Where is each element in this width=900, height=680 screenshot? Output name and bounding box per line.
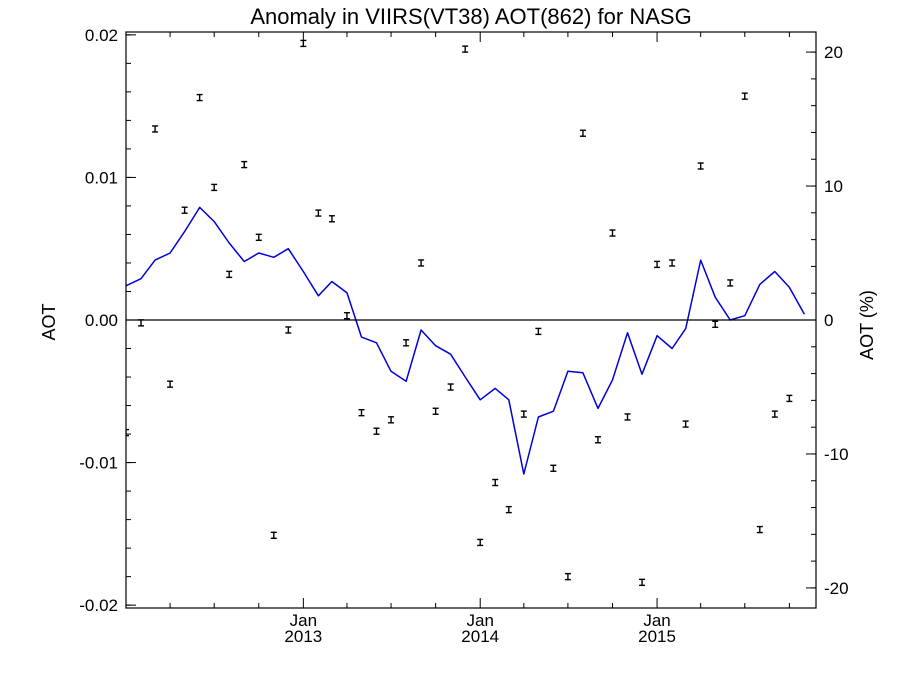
errorbar-point: [138, 320, 144, 326]
errorbar-point: [241, 162, 247, 168]
errorbar-point: [669, 260, 675, 266]
y-tick-label-right: 10: [824, 177, 843, 196]
y-axis-label-left: AOT: [39, 303, 59, 340]
errorbar-point: [256, 234, 262, 240]
errorbar-point: [374, 428, 380, 434]
errorbar-point: [152, 126, 158, 132]
errorbar-point: [550, 465, 556, 471]
errorbar-point: [772, 411, 778, 417]
errorbar-point: [712, 321, 718, 327]
errorbar-point: [654, 261, 660, 267]
errorbar-point: [344, 313, 350, 319]
errorbar-point: [595, 437, 601, 443]
errorbar-point: [226, 271, 232, 277]
errorbar-point: [418, 260, 424, 266]
errorbar-point: [433, 408, 439, 414]
errorbar-point: [535, 328, 541, 334]
series-group: [123, 40, 804, 585]
errorbar-point: [521, 411, 527, 417]
errorbar-point: [742, 93, 748, 99]
x-tick-label-year: 2015: [638, 627, 676, 646]
y-tick-label-left: -0.02: [79, 596, 118, 615]
errorbar-point: [329, 216, 335, 222]
errorbar-point: [727, 280, 733, 286]
errorbar-point: [698, 163, 704, 169]
errorbar-point: [786, 395, 792, 401]
errorbar-point: [167, 381, 173, 387]
errorbar-point: [639, 579, 645, 585]
errorbar-point: [492, 480, 498, 486]
errorbar-point: [462, 46, 468, 52]
errorbar-point: [403, 340, 409, 346]
errorbar-point: [271, 532, 277, 538]
chart-title: Anomaly in VIIRS(VT38) AOT(862) for NASG: [250, 4, 691, 29]
y-tick-label-left: -0.01: [79, 454, 118, 473]
errorbar-point: [182, 207, 188, 213]
y-tick-label-right: 20: [824, 43, 843, 62]
plot-area: [123, 40, 804, 585]
y-axis-label-right: AOT (%): [857, 290, 877, 360]
y-tick-label-right: -20: [824, 579, 849, 598]
series-line: [126, 207, 804, 474]
errorbar-point: [565, 574, 571, 580]
errorbar-point: [315, 210, 321, 216]
errorbar-point: [757, 527, 763, 533]
errorbar-point: [609, 230, 615, 236]
errorbar-point: [211, 184, 217, 190]
errorbar-point: [285, 327, 291, 333]
errorbar-point: [448, 384, 454, 390]
errorbar-point: [506, 507, 512, 513]
y-tick-label-right: 0: [824, 311, 833, 330]
errorbar-point: [580, 130, 586, 136]
x-tick-label-year: 2013: [284, 627, 322, 646]
errorbar-point: [625, 414, 631, 420]
errorbar-point: [477, 539, 483, 545]
y-tick-label-left: 0.00: [85, 311, 118, 330]
y-tick-label-right: -10: [824, 445, 849, 464]
errorbar-point: [358, 410, 364, 416]
errorbar-point: [683, 421, 689, 427]
errorbar-point: [197, 95, 203, 101]
axes-group: 0.020.010.00-0.01-0.0220100-10-20Jan2013…: [79, 26, 848, 646]
errorbar-point: [388, 417, 394, 423]
x-tick-label-year: 2014: [461, 627, 499, 646]
y-tick-label-left: 0.01: [85, 168, 118, 187]
y-tick-label-left: 0.02: [85, 26, 118, 45]
